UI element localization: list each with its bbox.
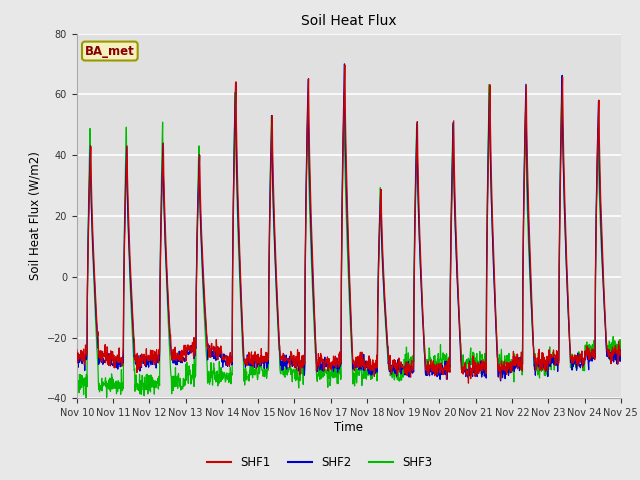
SHF2 [505,368,513,374]
SHF3 [181,383,189,388]
Text: BA_met: BA_met [85,45,134,58]
SHF1 [255,360,262,365]
SHF1 [434,372,442,377]
SHF3 [558,74,566,80]
SHF1 [73,347,81,353]
SHF3 [553,362,561,368]
SHF1 [505,360,513,366]
Line: SHF2: SHF2 [77,64,621,381]
SHF1 [341,62,349,68]
SHF2 [73,353,81,359]
SHF1 [194,213,202,219]
SHF2 [553,358,561,363]
Line: SHF3: SHF3 [77,77,621,399]
SHF3 [195,176,202,181]
Line: SHF1: SHF1 [77,65,621,383]
SHF1 [617,348,625,354]
SHF2 [194,202,202,208]
SHF3 [617,343,625,348]
SHF2 [255,356,262,361]
SHF2 [497,378,504,384]
SHF2 [180,356,188,361]
SHF3 [505,357,513,363]
SHF3 [82,396,90,402]
Legend: SHF1, SHF2, SHF3: SHF1, SHF2, SHF3 [203,452,437,474]
SHF1 [553,355,561,360]
SHF1 [465,380,472,386]
SHF3 [255,367,263,373]
SHF3 [73,387,81,393]
SHF1 [180,351,188,357]
Y-axis label: Soil Heat Flux (W/m2): Soil Heat Flux (W/m2) [28,152,41,280]
SHF2 [617,350,625,356]
SHF3 [434,356,442,362]
X-axis label: Time: Time [334,421,364,434]
SHF2 [434,367,442,372]
Title: Soil Heat Flux: Soil Heat Flux [301,14,397,28]
SHF2 [340,61,348,67]
